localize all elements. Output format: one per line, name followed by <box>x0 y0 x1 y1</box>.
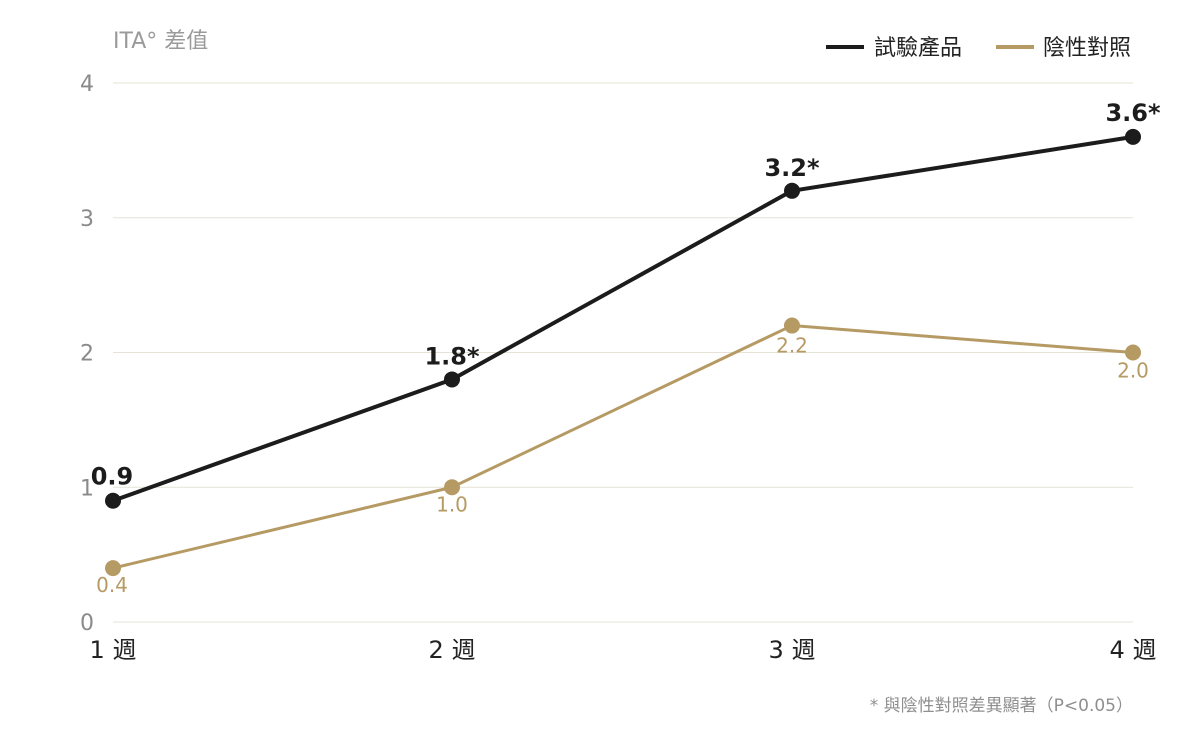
series-test-product <box>105 129 1141 509</box>
data-point-negative-control <box>784 318 800 334</box>
x-tick-label: 4 週 <box>1110 636 1157 664</box>
x-axis-ticks: 1 週 2 週 3 週 4 週 <box>90 636 1157 664</box>
data-label-test-product: 0.9 <box>91 463 134 491</box>
footnote: * 與陰性對照差異顯著（P<0.05） <box>870 696 1133 716</box>
y-tick-label: 3 <box>80 207 94 232</box>
x-tick-label: 2 週 <box>429 636 476 664</box>
data-point-test-product <box>784 183 800 199</box>
x-tick-label: 3 週 <box>769 636 816 664</box>
data-label-test-product: 1.8* <box>424 342 480 370</box>
y-tick-label: 0 <box>80 611 94 636</box>
data-point-test-product <box>1125 129 1141 145</box>
gridlines <box>113 83 1133 622</box>
legend-label-negative-control: 陰性對照 <box>1043 36 1131 61</box>
y-tick-label: 2 <box>80 342 94 367</box>
data-label-test-product: 3.6* <box>1105 99 1161 127</box>
legend: 試驗產品 陰性對照 <box>826 36 1131 61</box>
data-label-negative-control: 1.0 <box>436 492 468 516</box>
data-point-test-product <box>105 493 121 509</box>
data-label-negative-control: 0.4 <box>96 573 128 597</box>
data-label-test-product: 3.2* <box>764 154 820 182</box>
x-tick-label: 1 週 <box>90 636 137 664</box>
data-label-negative-control: 2.0 <box>1117 359 1149 383</box>
series-layer: 0.9 1.8* 3.2* 3.6* 0.4 1.0 2.2 2.0 <box>91 99 1161 597</box>
data-label-negative-control: 2.2 <box>776 334 808 358</box>
y-tick-label: 4 <box>80 72 94 97</box>
series-line-test-product <box>113 137 1133 501</box>
legend-label-test-product: 試驗產品 <box>874 36 962 61</box>
data-point-test-product <box>444 371 460 387</box>
y-axis-title: ITA° 差值 <box>113 29 208 54</box>
